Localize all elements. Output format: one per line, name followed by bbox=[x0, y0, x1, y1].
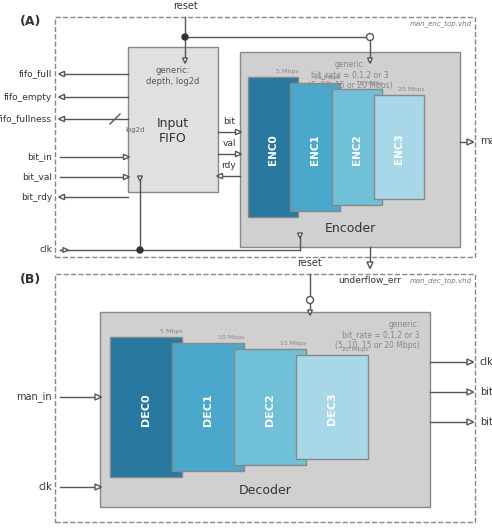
Bar bbox=[55, 17, 475, 257]
Text: bit_in: bit_in bbox=[27, 153, 52, 162]
Text: ENC1: ENC1 bbox=[310, 134, 320, 165]
Text: Encoder: Encoder bbox=[324, 222, 375, 235]
Polygon shape bbox=[95, 394, 101, 400]
Text: generic:
depth, log2d: generic: depth, log2d bbox=[146, 66, 200, 86]
Text: man_dec_top.vhd: man_dec_top.vhd bbox=[410, 277, 472, 284]
Text: ENC3: ENC3 bbox=[394, 134, 404, 164]
Polygon shape bbox=[95, 484, 101, 490]
Polygon shape bbox=[308, 310, 312, 315]
Text: rdy: rdy bbox=[221, 161, 236, 170]
Text: man_in: man_in bbox=[16, 392, 52, 402]
Polygon shape bbox=[123, 154, 129, 160]
Circle shape bbox=[182, 34, 188, 40]
Polygon shape bbox=[123, 174, 129, 180]
Text: (B): (B) bbox=[20, 273, 41, 287]
Polygon shape bbox=[467, 359, 473, 365]
Text: 15 Mbps: 15 Mbps bbox=[279, 341, 306, 346]
Text: DEC2: DEC2 bbox=[265, 393, 275, 426]
Polygon shape bbox=[59, 194, 64, 200]
Polygon shape bbox=[368, 58, 372, 63]
Bar bbox=[172, 343, 244, 471]
Bar bbox=[290, 83, 340, 211]
Text: DEC0: DEC0 bbox=[141, 394, 151, 426]
Bar bbox=[110, 337, 182, 477]
Text: 20 Mbps: 20 Mbps bbox=[341, 347, 368, 352]
Polygon shape bbox=[467, 419, 473, 425]
Bar bbox=[128, 47, 218, 192]
Text: underflow_err: underflow_err bbox=[338, 275, 401, 284]
Text: man_out: man_out bbox=[480, 137, 492, 147]
Polygon shape bbox=[183, 58, 187, 63]
Text: fifo_fullness: fifo_fullness bbox=[0, 114, 52, 123]
Polygon shape bbox=[298, 233, 303, 238]
Bar bbox=[55, 274, 475, 522]
Circle shape bbox=[137, 247, 143, 253]
Text: clk: clk bbox=[39, 245, 52, 254]
Text: ENC2: ENC2 bbox=[352, 134, 362, 165]
Text: reset: reset bbox=[298, 258, 322, 268]
Polygon shape bbox=[59, 94, 64, 99]
Bar bbox=[234, 349, 306, 465]
Polygon shape bbox=[236, 129, 242, 135]
Text: clk_out: clk_out bbox=[480, 356, 492, 368]
Text: 10 Mbps: 10 Mbps bbox=[217, 335, 244, 340]
Text: Decoder: Decoder bbox=[239, 484, 291, 497]
Text: reset: reset bbox=[173, 1, 197, 11]
Polygon shape bbox=[216, 173, 222, 179]
Text: 15 Mbps: 15 Mbps bbox=[356, 81, 382, 86]
Text: generic:
bit_rate = 0,1,2 or 3
(5, 10, 15 or 20 Mbps): generic: bit_rate = 0,1,2 or 3 (5, 10, 1… bbox=[308, 60, 392, 90]
Text: log2d: log2d bbox=[125, 127, 144, 133]
Polygon shape bbox=[59, 71, 64, 77]
Text: 10 Mbps: 10 Mbps bbox=[313, 75, 340, 80]
Text: 5 Mbps: 5 Mbps bbox=[159, 329, 182, 334]
Bar bbox=[296, 355, 368, 459]
Text: fifo_full: fifo_full bbox=[19, 70, 52, 79]
Bar bbox=[248, 77, 298, 217]
Text: 5 Mbps: 5 Mbps bbox=[276, 69, 298, 74]
Bar bbox=[100, 312, 430, 507]
Polygon shape bbox=[467, 139, 473, 145]
Text: (A): (A) bbox=[20, 15, 41, 29]
Text: Input
FIFO: Input FIFO bbox=[157, 117, 189, 145]
Text: DEC1: DEC1 bbox=[203, 393, 213, 426]
Text: bit: bit bbox=[223, 117, 235, 126]
Polygon shape bbox=[467, 389, 473, 395]
Polygon shape bbox=[59, 117, 64, 122]
Text: man_enc_top.vhd: man_enc_top.vhd bbox=[410, 20, 472, 27]
Polygon shape bbox=[63, 247, 68, 252]
Text: 20 Mbps: 20 Mbps bbox=[398, 87, 424, 92]
Text: clk: clk bbox=[38, 482, 52, 492]
Circle shape bbox=[367, 34, 373, 40]
Text: DEC3: DEC3 bbox=[327, 393, 337, 426]
Bar bbox=[240, 52, 460, 247]
Polygon shape bbox=[138, 176, 142, 181]
Text: bit_val: bit_val bbox=[22, 172, 52, 181]
Text: ENC0: ENC0 bbox=[268, 135, 278, 165]
Text: generic:
bit_rate = 0,1,2 or 3
(5, 10, 15 or 20 Mbps): generic: bit_rate = 0,1,2 or 3 (5, 10, 1… bbox=[336, 320, 420, 350]
Bar bbox=[332, 89, 382, 205]
Polygon shape bbox=[367, 262, 373, 269]
Circle shape bbox=[307, 296, 313, 303]
Text: bit_rdy: bit_rdy bbox=[21, 193, 52, 202]
Text: fifo_empty: fifo_empty bbox=[4, 93, 52, 102]
Text: val: val bbox=[222, 139, 236, 148]
Polygon shape bbox=[236, 151, 242, 157]
Bar bbox=[374, 95, 424, 199]
Text: bit_out: bit_out bbox=[480, 387, 492, 397]
Text: bit_val: bit_val bbox=[480, 417, 492, 427]
